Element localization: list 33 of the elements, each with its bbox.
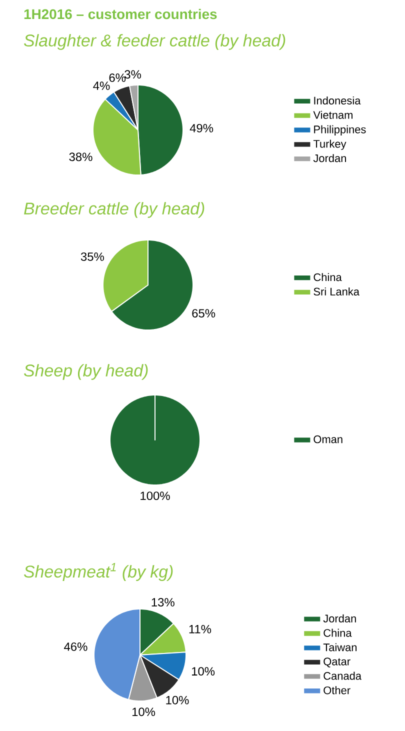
data-label: 38% bbox=[69, 152, 92, 162]
chart-subtitle: Sheepmeat$^{1}$ (by kg) bbox=[24, 563, 173, 581]
data-label: 3% bbox=[124, 70, 141, 79]
chart-subtitle: Sheep (by head) bbox=[24, 364, 148, 380]
data-label: 10% bbox=[132, 708, 156, 716]
legend-label: Oman bbox=[314, 435, 342, 444]
chart-subtitle: Slaughter & feeder cattle (by head) bbox=[24, 34, 286, 50]
data-label: 6% bbox=[109, 73, 126, 82]
data-label: 35% bbox=[80, 252, 104, 261]
data-label: 100% bbox=[140, 492, 170, 500]
legend-label: China bbox=[314, 273, 342, 282]
legend-label: Canada bbox=[324, 672, 362, 680]
data-label: 65% bbox=[192, 309, 216, 318]
legend-label: Sri Lanka bbox=[314, 287, 360, 296]
chart-subtitle: Breeder cattle (by head) bbox=[24, 202, 204, 218]
data-label: 49% bbox=[190, 124, 214, 132]
legend-label: Taiwan bbox=[323, 643, 357, 652]
data-label: 11% bbox=[189, 624, 212, 634]
legend-label: Jordan bbox=[313, 154, 346, 162]
legend-label: Other bbox=[324, 686, 350, 694]
legend-label: Qatar bbox=[324, 658, 350, 668]
legend-label: Jordan bbox=[323, 614, 356, 622]
data-label: 46% bbox=[64, 642, 88, 651]
data-label: 13% bbox=[152, 598, 174, 607]
legend-label: China bbox=[324, 628, 352, 637]
legend-label: Vietnam bbox=[313, 110, 352, 119]
legend-label: Philippines bbox=[314, 125, 366, 136]
chart-title: 1H2016 – customer countries bbox=[24, 8, 217, 20]
data-label: 10% bbox=[192, 667, 215, 676]
legend-label: Turkey bbox=[313, 140, 346, 150]
data-label: 10% bbox=[166, 696, 189, 704]
data-label: 4% bbox=[93, 82, 110, 90]
legend-label: Indonesia bbox=[314, 96, 361, 104]
